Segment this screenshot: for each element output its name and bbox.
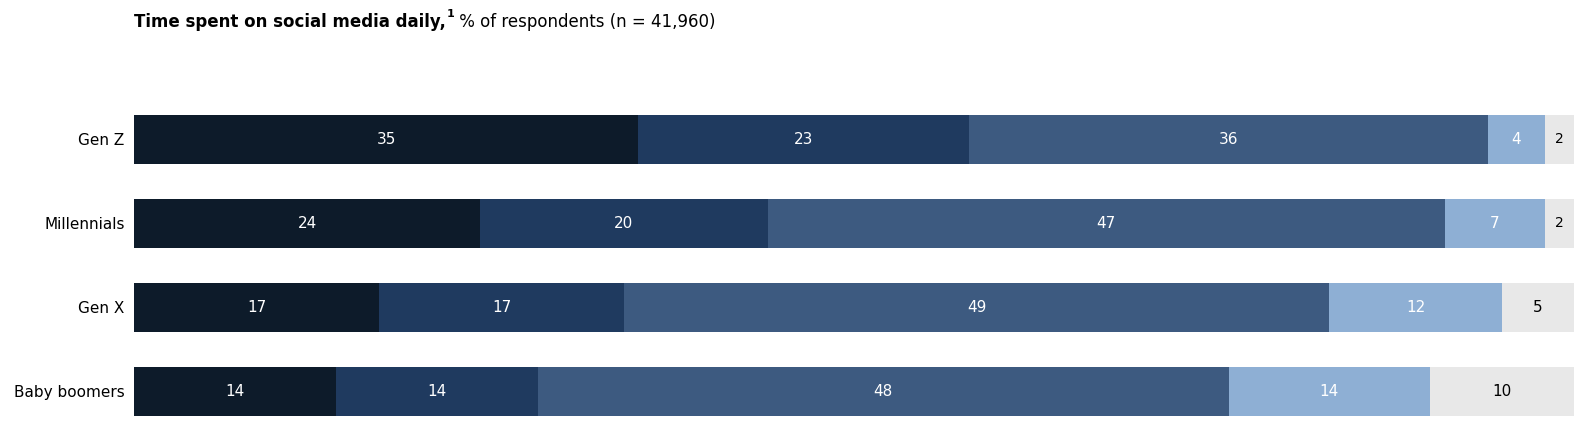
Text: 17: 17 bbox=[492, 300, 511, 315]
Bar bbox=[767, 199, 1444, 248]
Text: 20: 20 bbox=[614, 216, 633, 231]
Text: 5: 5 bbox=[1533, 300, 1542, 315]
Bar bbox=[1430, 367, 1574, 415]
Text: 4: 4 bbox=[1512, 132, 1522, 147]
Bar bbox=[1546, 115, 1574, 164]
Text: 14: 14 bbox=[427, 384, 446, 399]
Bar bbox=[335, 367, 538, 415]
Bar bbox=[623, 283, 1329, 332]
Text: 24: 24 bbox=[297, 216, 316, 231]
Bar bbox=[538, 367, 1229, 415]
Bar bbox=[1444, 199, 1546, 248]
Bar bbox=[380, 283, 623, 332]
Bar bbox=[639, 115, 970, 164]
Text: 1: 1 bbox=[446, 9, 454, 19]
Bar bbox=[1546, 199, 1574, 248]
Text: 49: 49 bbox=[967, 300, 986, 315]
Bar bbox=[134, 283, 380, 332]
Bar bbox=[1487, 115, 1546, 164]
Text: 17: 17 bbox=[247, 300, 266, 315]
Text: 12: 12 bbox=[1406, 300, 1425, 315]
Text: 48: 48 bbox=[873, 384, 892, 399]
Bar bbox=[1503, 283, 1574, 332]
Bar bbox=[1229, 367, 1430, 415]
Text: Time spent on social media daily,: Time spent on social media daily, bbox=[134, 13, 446, 31]
Text: % of respondents (n = 41,960): % of respondents (n = 41,960) bbox=[454, 13, 715, 31]
Bar bbox=[134, 367, 335, 415]
Text: 36: 36 bbox=[1218, 132, 1239, 147]
Text: 23: 23 bbox=[794, 132, 813, 147]
Text: 7: 7 bbox=[1490, 216, 1500, 231]
Bar bbox=[970, 115, 1487, 164]
Bar bbox=[479, 199, 767, 248]
Text: 10: 10 bbox=[1492, 384, 1512, 399]
Text: 2: 2 bbox=[1555, 132, 1565, 146]
Bar bbox=[134, 199, 479, 248]
Text: 47: 47 bbox=[1096, 216, 1115, 231]
Text: 2: 2 bbox=[1555, 216, 1565, 230]
Text: 14: 14 bbox=[1319, 384, 1338, 399]
Bar bbox=[1329, 283, 1503, 332]
Text: 14: 14 bbox=[226, 384, 245, 399]
Text: 35: 35 bbox=[377, 132, 396, 147]
Bar bbox=[134, 115, 639, 164]
